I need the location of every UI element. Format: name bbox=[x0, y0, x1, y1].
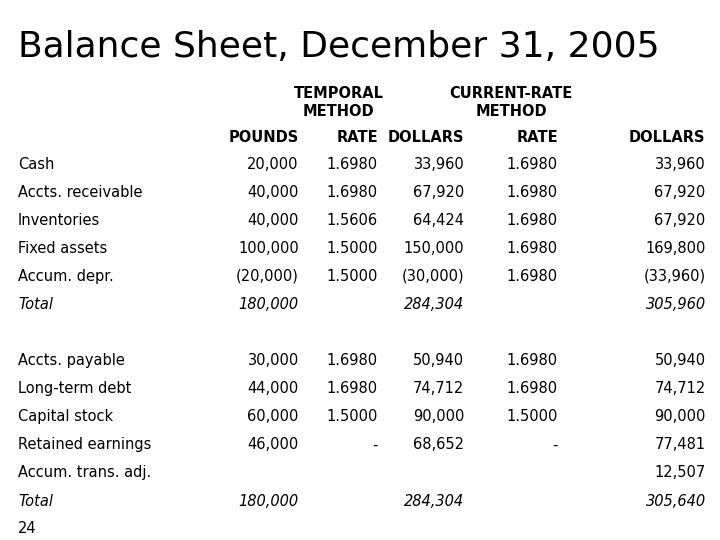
Text: RATE: RATE bbox=[336, 130, 378, 145]
Text: 90,000: 90,000 bbox=[413, 409, 464, 424]
Text: 1.6980: 1.6980 bbox=[507, 157, 558, 172]
Text: 284,304: 284,304 bbox=[404, 494, 464, 509]
Text: Capital stock: Capital stock bbox=[18, 409, 113, 424]
Text: 1.6980: 1.6980 bbox=[327, 157, 378, 172]
Text: DOLLARS: DOLLARS bbox=[388, 130, 464, 145]
Text: Accts. receivable: Accts. receivable bbox=[18, 185, 143, 200]
Text: DOLLARS: DOLLARS bbox=[629, 130, 706, 145]
Text: (20,000): (20,000) bbox=[236, 269, 299, 284]
Text: 60,000: 60,000 bbox=[248, 409, 299, 424]
Text: 33,960: 33,960 bbox=[655, 157, 706, 172]
Text: 180,000: 180,000 bbox=[238, 297, 299, 312]
Text: 44,000: 44,000 bbox=[248, 381, 299, 396]
Text: 1.5606: 1.5606 bbox=[327, 213, 378, 228]
Text: 1.5000: 1.5000 bbox=[327, 269, 378, 284]
Text: 1.6980: 1.6980 bbox=[507, 241, 558, 256]
Text: 1.5000: 1.5000 bbox=[327, 409, 378, 424]
Text: 12,507: 12,507 bbox=[654, 465, 706, 481]
Text: 100,000: 100,000 bbox=[238, 241, 299, 256]
Text: Balance Sheet, December 31, 2005: Balance Sheet, December 31, 2005 bbox=[18, 30, 660, 64]
Text: 30,000: 30,000 bbox=[248, 353, 299, 368]
Text: 180,000: 180,000 bbox=[238, 494, 299, 509]
Text: 1.5000: 1.5000 bbox=[327, 241, 378, 256]
Text: 1.6980: 1.6980 bbox=[507, 269, 558, 284]
Text: Accum. depr.: Accum. depr. bbox=[18, 269, 114, 284]
Text: Long-term debt: Long-term debt bbox=[18, 381, 131, 396]
Text: Total: Total bbox=[18, 494, 53, 509]
Text: 1.6980: 1.6980 bbox=[507, 381, 558, 396]
Text: 1.6980: 1.6980 bbox=[507, 185, 558, 200]
Text: Fixed assets: Fixed assets bbox=[18, 241, 107, 256]
Text: 24: 24 bbox=[18, 521, 37, 536]
Text: 67,920: 67,920 bbox=[654, 185, 706, 200]
Text: Accts. payable: Accts. payable bbox=[18, 353, 125, 368]
Text: 1.5000: 1.5000 bbox=[507, 409, 558, 424]
Text: 77,481: 77,481 bbox=[654, 437, 706, 453]
Text: 1.6980: 1.6980 bbox=[507, 213, 558, 228]
Text: 68,652: 68,652 bbox=[413, 437, 464, 453]
Text: 305,640: 305,640 bbox=[645, 494, 706, 509]
Text: 46,000: 46,000 bbox=[248, 437, 299, 453]
Text: 67,920: 67,920 bbox=[654, 213, 706, 228]
Text: 90,000: 90,000 bbox=[654, 409, 706, 424]
Text: 150,000: 150,000 bbox=[404, 241, 464, 256]
Text: 1.6980: 1.6980 bbox=[327, 353, 378, 368]
Text: 1.6980: 1.6980 bbox=[327, 381, 378, 396]
Text: 1.6980: 1.6980 bbox=[327, 185, 378, 200]
Text: TEMPORAL
METHOD: TEMPORAL METHOD bbox=[294, 86, 383, 119]
Text: 33,960: 33,960 bbox=[414, 157, 464, 172]
Text: 1.6980: 1.6980 bbox=[507, 353, 558, 368]
Text: 50,940: 50,940 bbox=[654, 353, 706, 368]
Text: Total: Total bbox=[18, 297, 53, 312]
Text: 20,000: 20,000 bbox=[247, 157, 299, 172]
Text: RATE: RATE bbox=[516, 130, 558, 145]
Text: Retained earnings: Retained earnings bbox=[18, 437, 151, 453]
Text: 50,940: 50,940 bbox=[413, 353, 464, 368]
Text: 64,424: 64,424 bbox=[413, 213, 464, 228]
Text: Cash: Cash bbox=[18, 157, 55, 172]
Text: CURRENT-RATE
METHOD: CURRENT-RATE METHOD bbox=[449, 86, 573, 119]
Text: (30,000): (30,000) bbox=[402, 269, 464, 284]
Text: POUNDS: POUNDS bbox=[228, 130, 299, 145]
Text: (33,960): (33,960) bbox=[644, 269, 706, 284]
Text: 40,000: 40,000 bbox=[248, 185, 299, 200]
Text: 74,712: 74,712 bbox=[413, 381, 464, 396]
Text: 305,960: 305,960 bbox=[645, 297, 706, 312]
Text: 74,712: 74,712 bbox=[654, 381, 706, 396]
Text: 284,304: 284,304 bbox=[404, 297, 464, 312]
Text: 67,920: 67,920 bbox=[413, 185, 464, 200]
Text: Accum. trans. adj.: Accum. trans. adj. bbox=[18, 465, 151, 481]
Text: -: - bbox=[553, 437, 558, 453]
Text: -: - bbox=[373, 437, 378, 453]
Text: Inventories: Inventories bbox=[18, 213, 100, 228]
Text: 169,800: 169,800 bbox=[645, 241, 706, 256]
Text: 40,000: 40,000 bbox=[248, 213, 299, 228]
